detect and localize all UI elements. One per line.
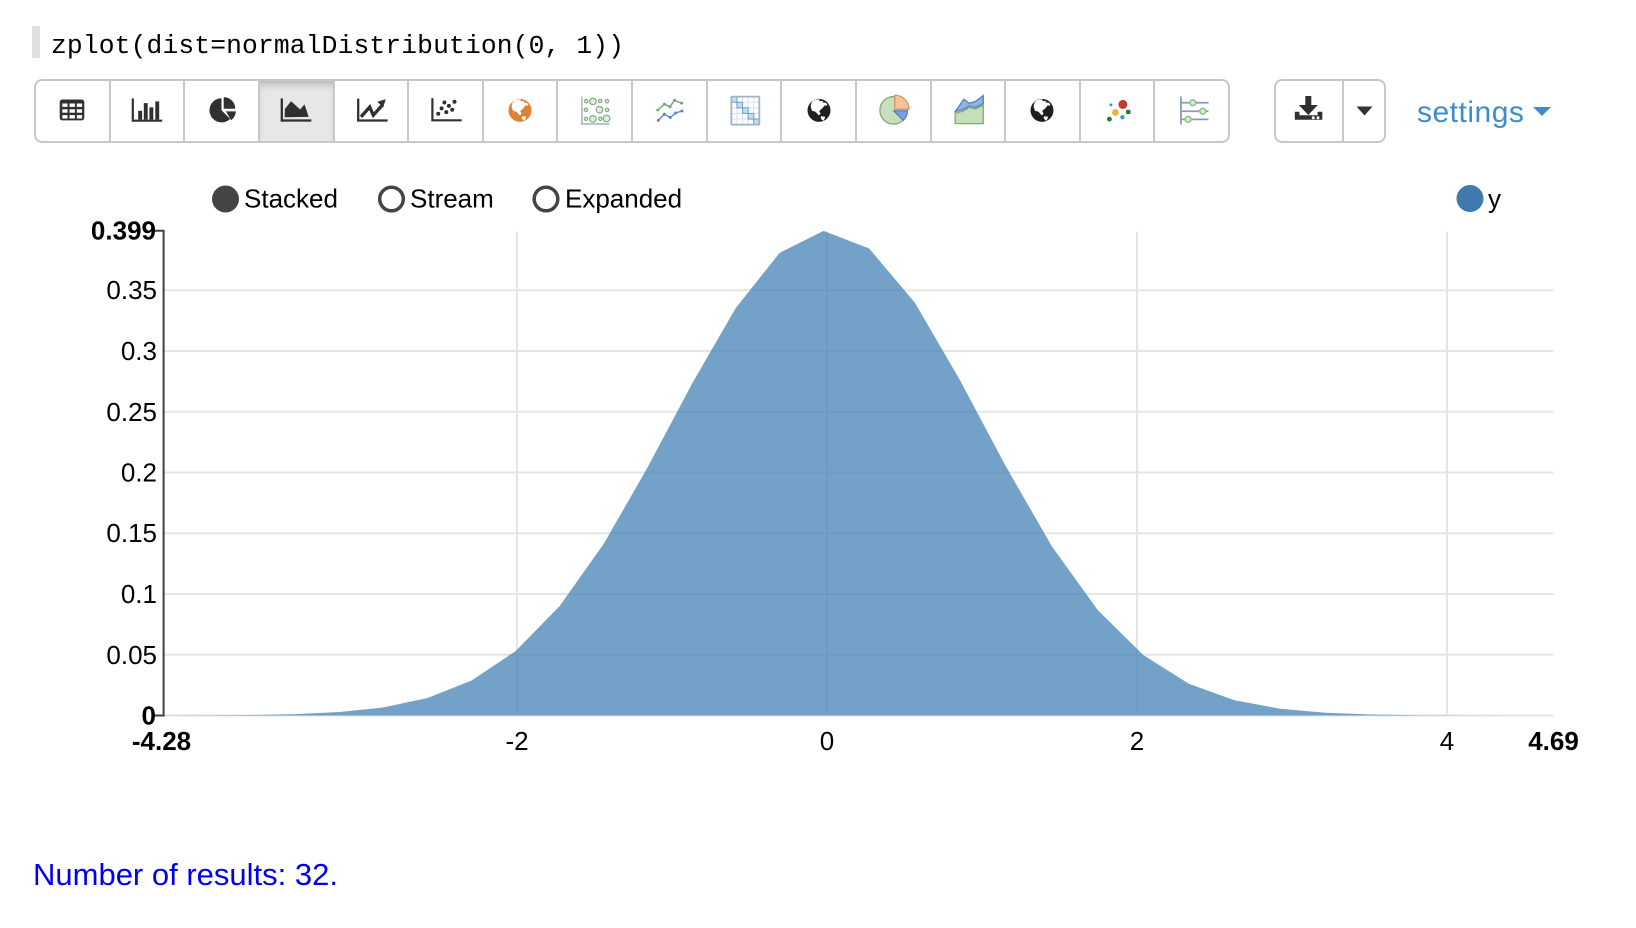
svg-text:0.05: 0.05 <box>106 640 157 670</box>
svg-text:0.3: 0.3 <box>121 336 157 366</box>
svg-text:0.15: 0.15 <box>106 518 157 548</box>
svg-text:4.69: 4.69 <box>1528 726 1579 756</box>
svg-text:0.25: 0.25 <box>106 397 157 427</box>
svg-text:0: 0 <box>142 701 156 731</box>
svg-text:0: 0 <box>820 726 834 756</box>
svg-text:y: y <box>1488 184 1501 214</box>
svg-text:Stacked: Stacked <box>244 184 338 214</box>
svg-text:0.2: 0.2 <box>121 458 157 488</box>
svg-text:-4.28: -4.28 <box>132 726 191 756</box>
svg-text:4: 4 <box>1440 726 1454 756</box>
svg-text:-2: -2 <box>505 726 528 756</box>
svg-text:Stream: Stream <box>410 184 494 214</box>
svg-text:0.399: 0.399 <box>91 216 156 246</box>
svg-text:2: 2 <box>1130 726 1144 756</box>
svg-text:0.1: 0.1 <box>121 579 157 609</box>
svg-text:0.35: 0.35 <box>106 275 157 305</box>
svg-text:Expanded: Expanded <box>565 184 682 214</box>
